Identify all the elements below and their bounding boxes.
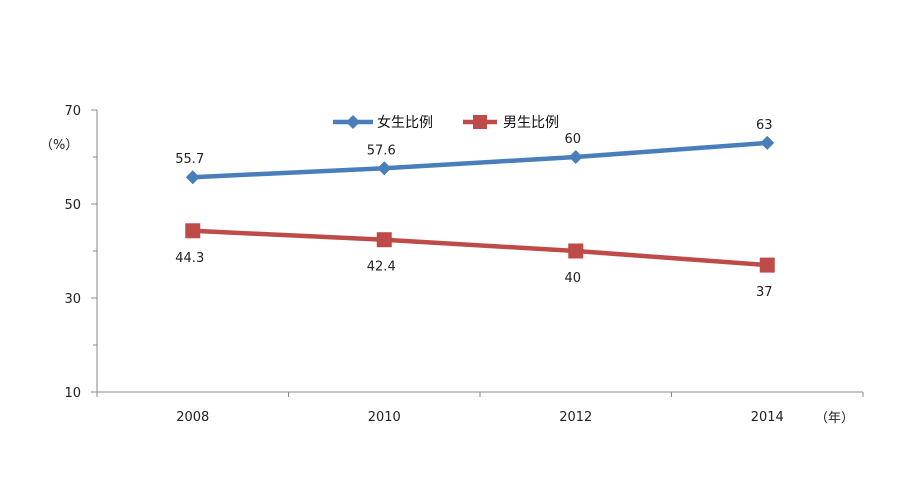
x-ticks: 2008 2010 2012 2014 (96, 392, 864, 425)
data-label: 40 (564, 271, 581, 286)
legend-marker-square (473, 115, 487, 129)
y-ticks: 10 30 50 70 (64, 104, 97, 401)
data-point-square (376, 232, 392, 248)
axes (96, 110, 863, 393)
y-tick-label: 70 (64, 104, 81, 119)
data-point-square (568, 243, 584, 259)
data-point-diamond (377, 161, 392, 176)
y-axis-unit-label: （%） (40, 138, 78, 153)
data-point-square (185, 223, 201, 239)
x-axis-unit-label: （年） (815, 411, 854, 426)
y-tick-label: 50 (64, 198, 81, 213)
y-tick-label: 10 (64, 386, 81, 401)
data-label: 37 (756, 285, 773, 300)
x-tick-label: 2014 (751, 410, 784, 425)
data-label: 44.3 (175, 251, 204, 266)
data-point-diamond (568, 150, 583, 164)
data-label: 55.7 (175, 152, 204, 167)
y-tick-label: 30 (64, 292, 81, 307)
data-label: 57.6 (367, 143, 396, 158)
x-tick-label: 2008 (176, 410, 209, 425)
legend-marker-diamond (346, 115, 360, 129)
data-point-diamond (760, 135, 775, 150)
series-layer: 55.7 57.6 60 63 44.3 42.4 40 37 (175, 118, 775, 300)
data-label: 60 (564, 132, 581, 147)
x-tick-label: 2010 (368, 410, 401, 425)
data-point-diamond (185, 170, 200, 185)
data-label: 42.4 (367, 260, 396, 275)
series-line-1 (190, 140, 770, 180)
legend: 女生比例 男生比例 (333, 114, 559, 131)
data-point-square (759, 257, 775, 273)
data-label: 63 (756, 118, 773, 133)
legend-label: 男生比例 (503, 115, 559, 131)
series-line-2 (190, 228, 770, 268)
x-tick-label: 2012 (559, 410, 592, 425)
legend-label: 女生比例 (377, 114, 433, 131)
